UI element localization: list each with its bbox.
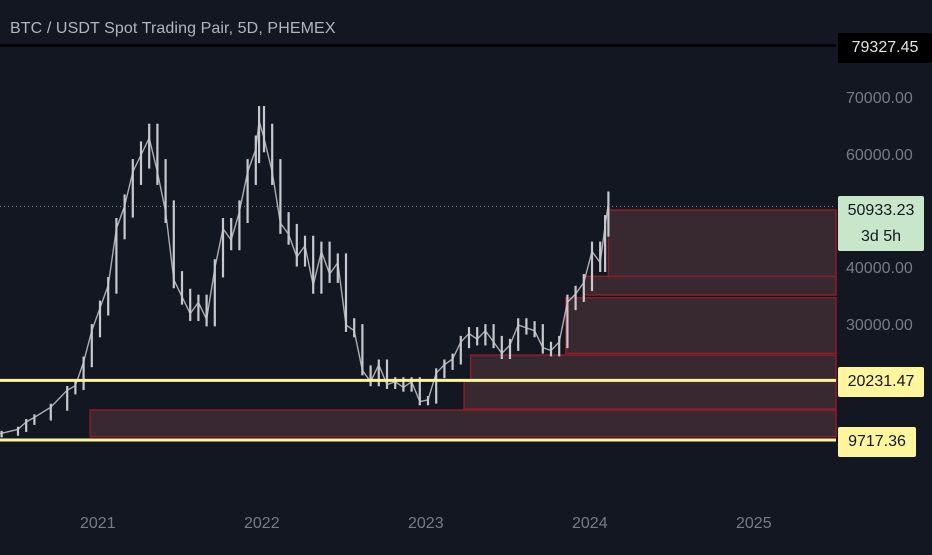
y-tick-label: 70000.00 (846, 90, 913, 107)
x-tick-label: 2021 (80, 515, 116, 532)
current-price-tag[interactable]: 50933.23 3d 5h (838, 196, 924, 251)
candle-countdown: 3d 5h (860, 227, 902, 245)
price-line (0, 120, 610, 435)
x-tick-label: 2023 (408, 515, 444, 532)
supply-demand-zone (583, 275, 837, 296)
current-price-value: 50933.23 (847, 201, 915, 219)
supply-demand-zone (607, 209, 837, 281)
y-tick-label: 30000.00 (846, 317, 913, 334)
support-level-1-tag[interactable]: 20231.47 (838, 367, 924, 397)
y-tick-label: 60000.00 (846, 147, 913, 164)
supply-demand-zone (89, 409, 837, 438)
top-line-price-tag[interactable]: 79327.45 (838, 33, 932, 63)
x-tick-label: 2022 (244, 515, 280, 532)
supply-demand-zone (565, 297, 837, 355)
supply-demand-zone (463, 379, 837, 410)
x-tick-label: 2024 (572, 515, 608, 532)
support-level-2-tag[interactable]: 9717.36 (838, 427, 916, 457)
chart-title: BTC / USDT Spot Trading Pair, 5D, PHEMEX (10, 20, 336, 37)
y-tick-label: 40000.00 (846, 260, 913, 277)
x-tick-label: 2025 (736, 515, 772, 532)
